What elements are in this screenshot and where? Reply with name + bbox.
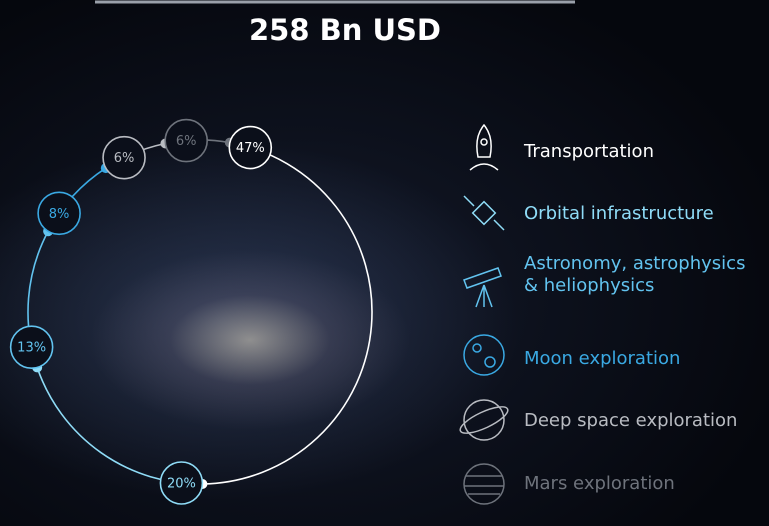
value-label: 20% <box>167 476 196 491</box>
legend-icons <box>459 123 509 505</box>
value-label: 47% <box>236 141 265 156</box>
value-badge <box>164 118 209 163</box>
legend-item: Transportation <box>524 141 654 162</box>
value-badge <box>37 191 81 236</box>
value-badge <box>102 135 146 180</box>
value-label: 8% <box>49 207 70 222</box>
legend-item: Astronomy, astrophysics & heliophysics <box>524 253 746 296</box>
value-label: 13% <box>17 341 46 356</box>
legend-item: Mars exploration <box>524 473 675 494</box>
ring-segment <box>202 141 373 485</box>
value-badge <box>159 461 204 505</box>
value-badge <box>9 325 54 369</box>
value-badge <box>228 125 273 170</box>
value-label: 6% <box>176 134 197 149</box>
chart-title: 258 Bn USD <box>249 13 441 47</box>
legend-item: Deep space exploration <box>524 410 738 431</box>
value-label: 6% <box>114 151 135 166</box>
legend-item: Moon exploration <box>524 348 681 369</box>
legend-item: Orbital infrastructure <box>524 203 714 224</box>
